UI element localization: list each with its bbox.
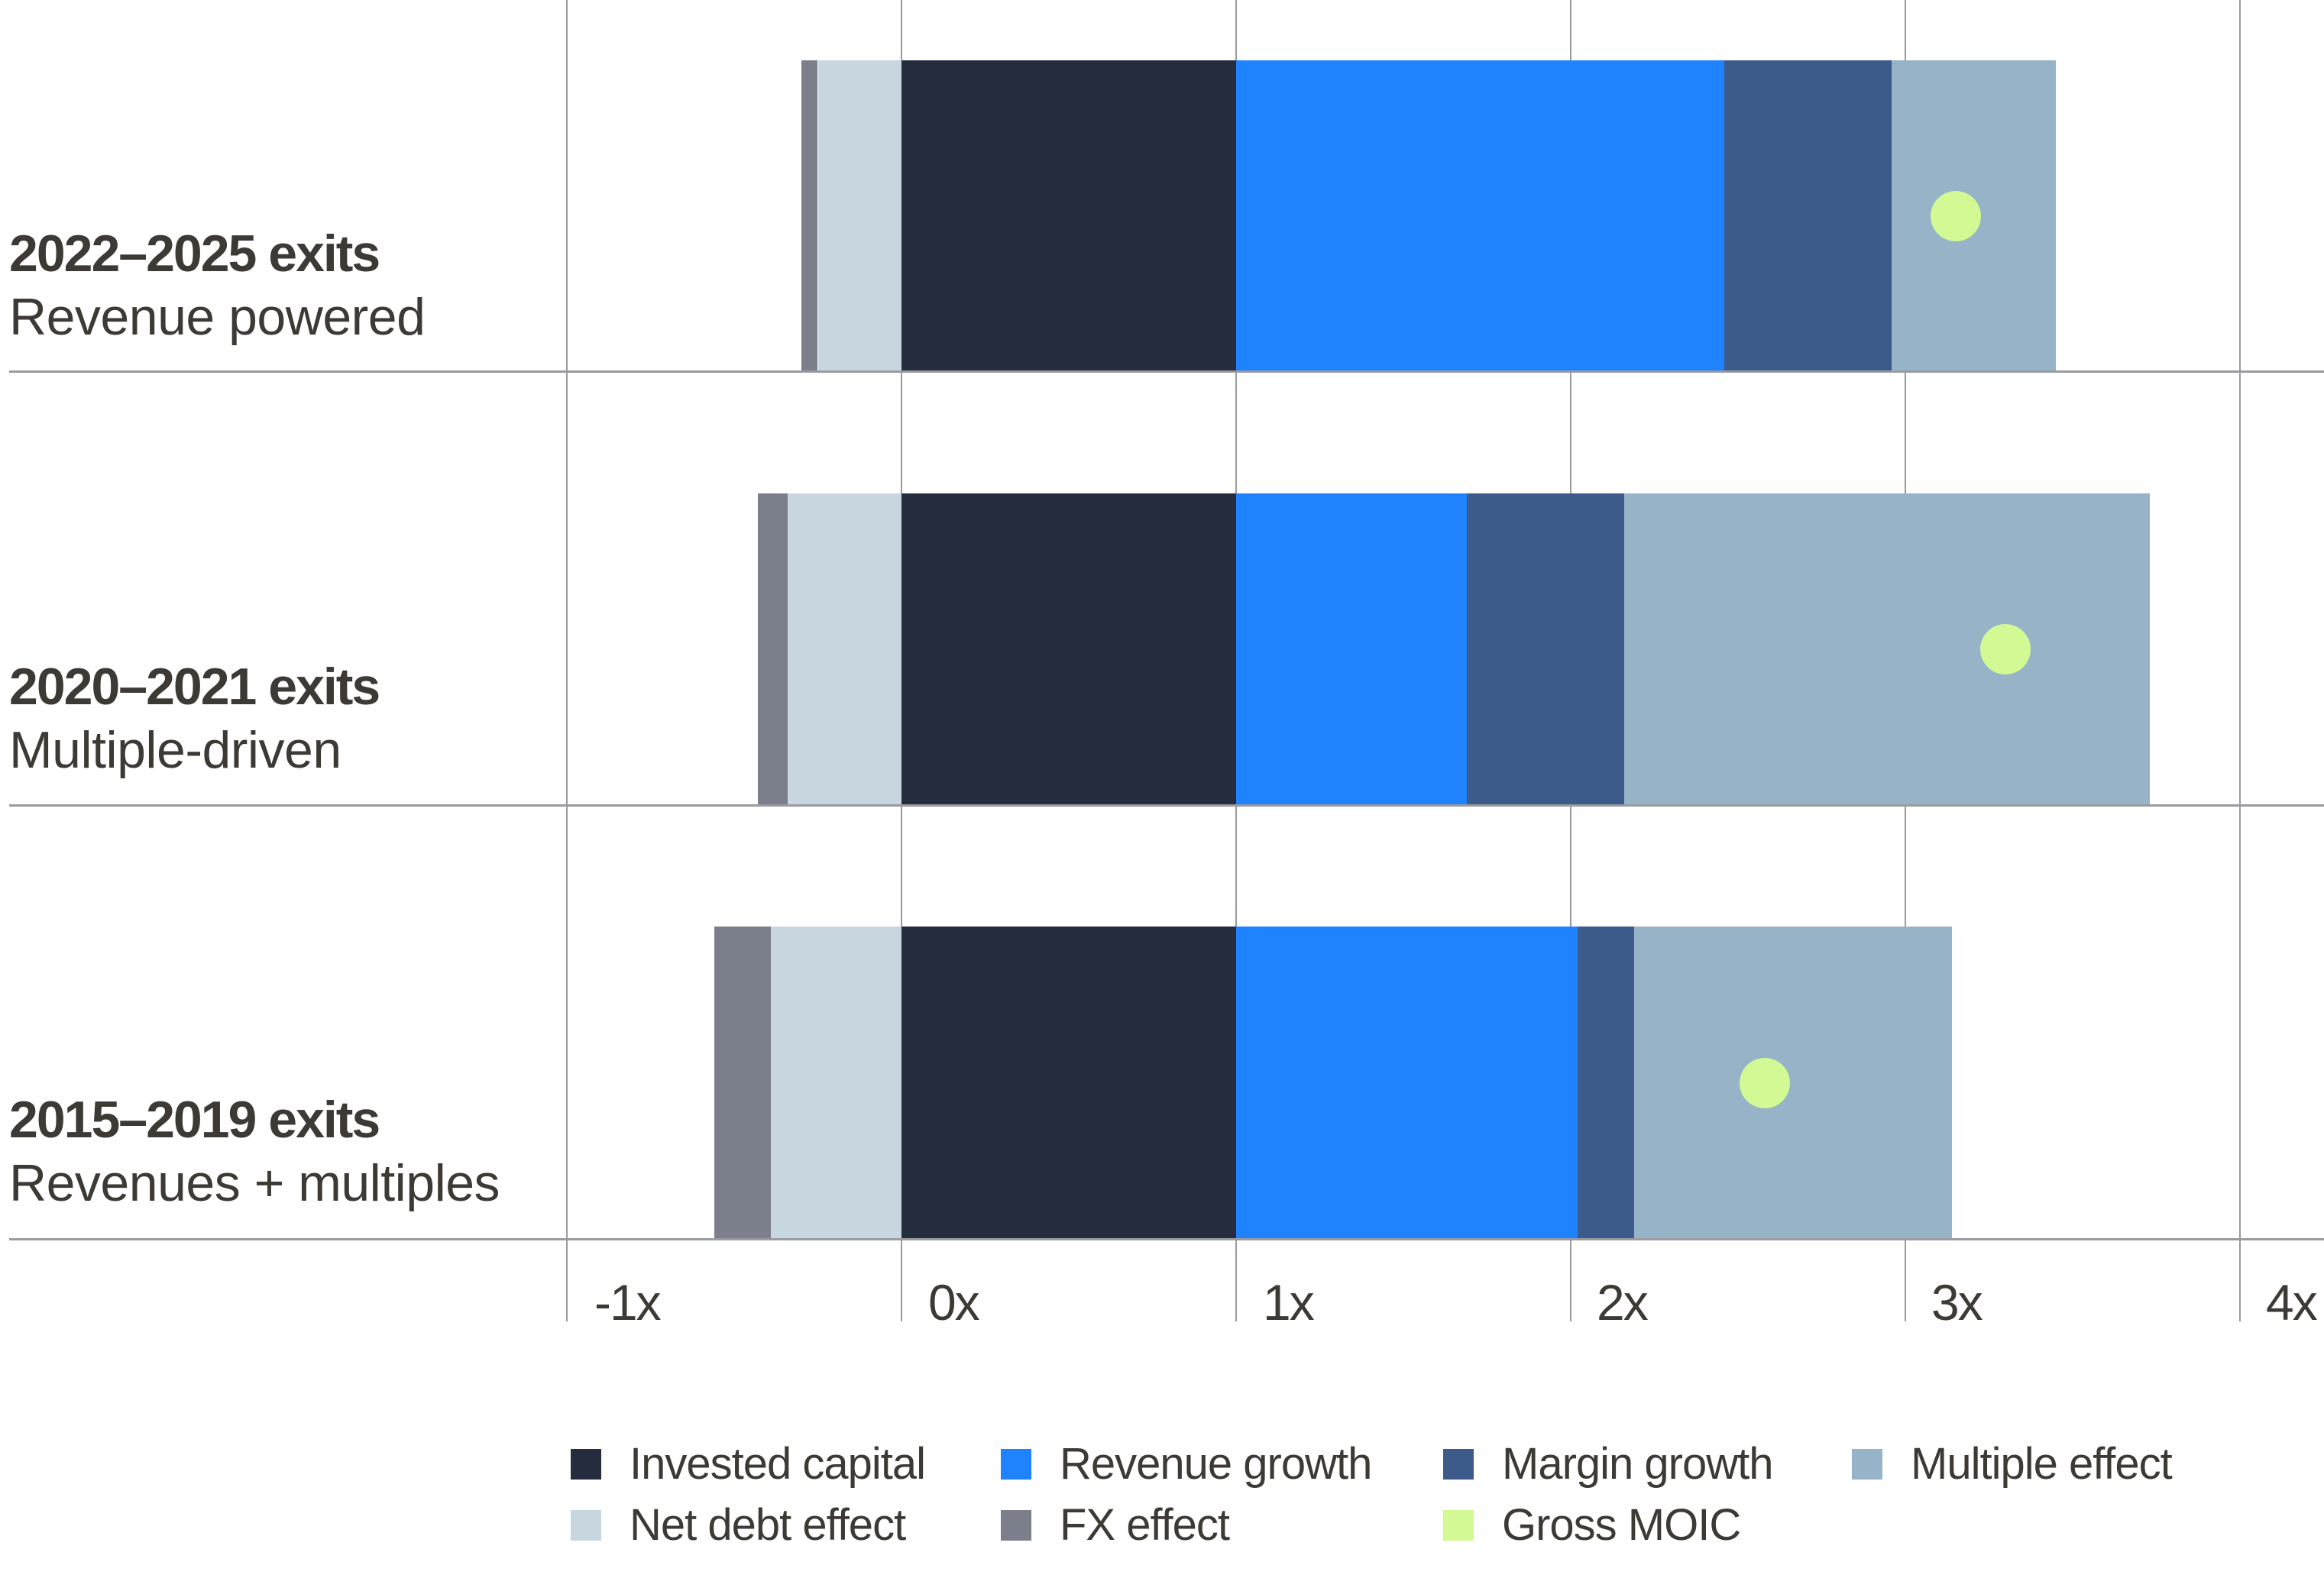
bar-segment-invested-capital <box>901 60 1236 371</box>
legend-swatch <box>571 1449 601 1480</box>
row-title: 2015–2019 exits <box>9 1091 380 1149</box>
x-tick-label: 2x <box>1597 1274 1649 1331</box>
bar-segment-margin-growth <box>1577 927 1635 1239</box>
row-separator <box>9 1238 2324 1240</box>
x-tick-label: 3x <box>1931 1274 1983 1331</box>
legend-item-multiple-effect: Multiple effect <box>1852 1442 2173 1486</box>
legend-label: FX effect <box>1060 1500 1230 1550</box>
row-subtitle: Multiple-driven <box>9 721 341 779</box>
legend-item-revenue-growth: Revenue growth <box>1001 1442 1372 1486</box>
gross-moic-marker <box>1980 624 2031 674</box>
legend-swatch <box>1443 1510 1474 1541</box>
bar-segment-revenue-growth <box>1236 493 1468 805</box>
legend-item-margin-growth: Margin growth <box>1443 1442 1773 1486</box>
x-tick-label: 1x <box>1263 1274 1315 1331</box>
legend-label: Net debt effect <box>630 1500 906 1550</box>
row-separator <box>9 804 2324 807</box>
bar-segment-fx-effect <box>714 927 772 1239</box>
legend-item-fx-effect: FX effect <box>1001 1503 1230 1548</box>
bar-segment-net-debt-effect <box>788 493 901 805</box>
bar-segment-multiple-effect <box>1634 927 1953 1239</box>
bar-segment-fx-effect <box>801 60 818 371</box>
legend-label: Gross MOIC <box>1502 1500 1741 1550</box>
legend-label: Invested capital <box>630 1439 926 1489</box>
legend-swatch <box>1001 1449 1031 1480</box>
bar-segment-net-debt-effect <box>771 927 901 1239</box>
legend-label: Margin growth <box>1502 1439 1773 1489</box>
gross-moic-marker <box>1930 190 1981 241</box>
gridline <box>2239 0 2241 1321</box>
x-tick-label: 4x <box>2266 1274 2318 1331</box>
bar-segment-margin-growth <box>1467 493 1625 805</box>
legend-swatch <box>1001 1510 1031 1541</box>
gridline <box>566 0 568 1321</box>
legend-item-gross-moic: Gross MOIC <box>1443 1503 1741 1548</box>
gross-moic-marker <box>1740 1057 1791 1108</box>
legend-swatch <box>1443 1449 1474 1480</box>
bar-segment-revenue-growth <box>1236 60 1725 371</box>
legend-swatch <box>1852 1449 1882 1480</box>
legend-label: Revenue growth <box>1060 1439 1372 1489</box>
legend-item-invested-capital: Invested capital <box>571 1442 926 1486</box>
row-separator <box>9 370 2324 373</box>
x-tick-label: 0x <box>928 1274 980 1331</box>
bar-segment-multiple-effect <box>1624 493 2150 805</box>
bar-segment-margin-growth <box>1724 60 1892 371</box>
legend-item-net-debt-effect: Net debt effect <box>571 1503 906 1548</box>
row-title: 2022–2025 exits <box>9 225 380 283</box>
legend: Invested capital Revenue growth Margin g… <box>0 1436 2324 1575</box>
bar-segment-net-debt-effect <box>817 60 901 371</box>
bar-segment-invested-capital <box>901 493 1236 805</box>
x-tick-label: -1x <box>594 1274 662 1331</box>
legend-label: Multiple effect <box>1911 1439 2173 1489</box>
row-subtitle: Revenue powered <box>9 288 426 346</box>
bar-segment-invested-capital <box>901 927 1236 1239</box>
legend-swatch <box>571 1510 601 1541</box>
row-title: 2020–2021 exits <box>9 658 380 716</box>
bar-segment-fx-effect <box>757 493 788 805</box>
row-subtitle: Revenues + multiples <box>9 1154 500 1212</box>
bar-segment-revenue-growth <box>1236 927 1578 1239</box>
